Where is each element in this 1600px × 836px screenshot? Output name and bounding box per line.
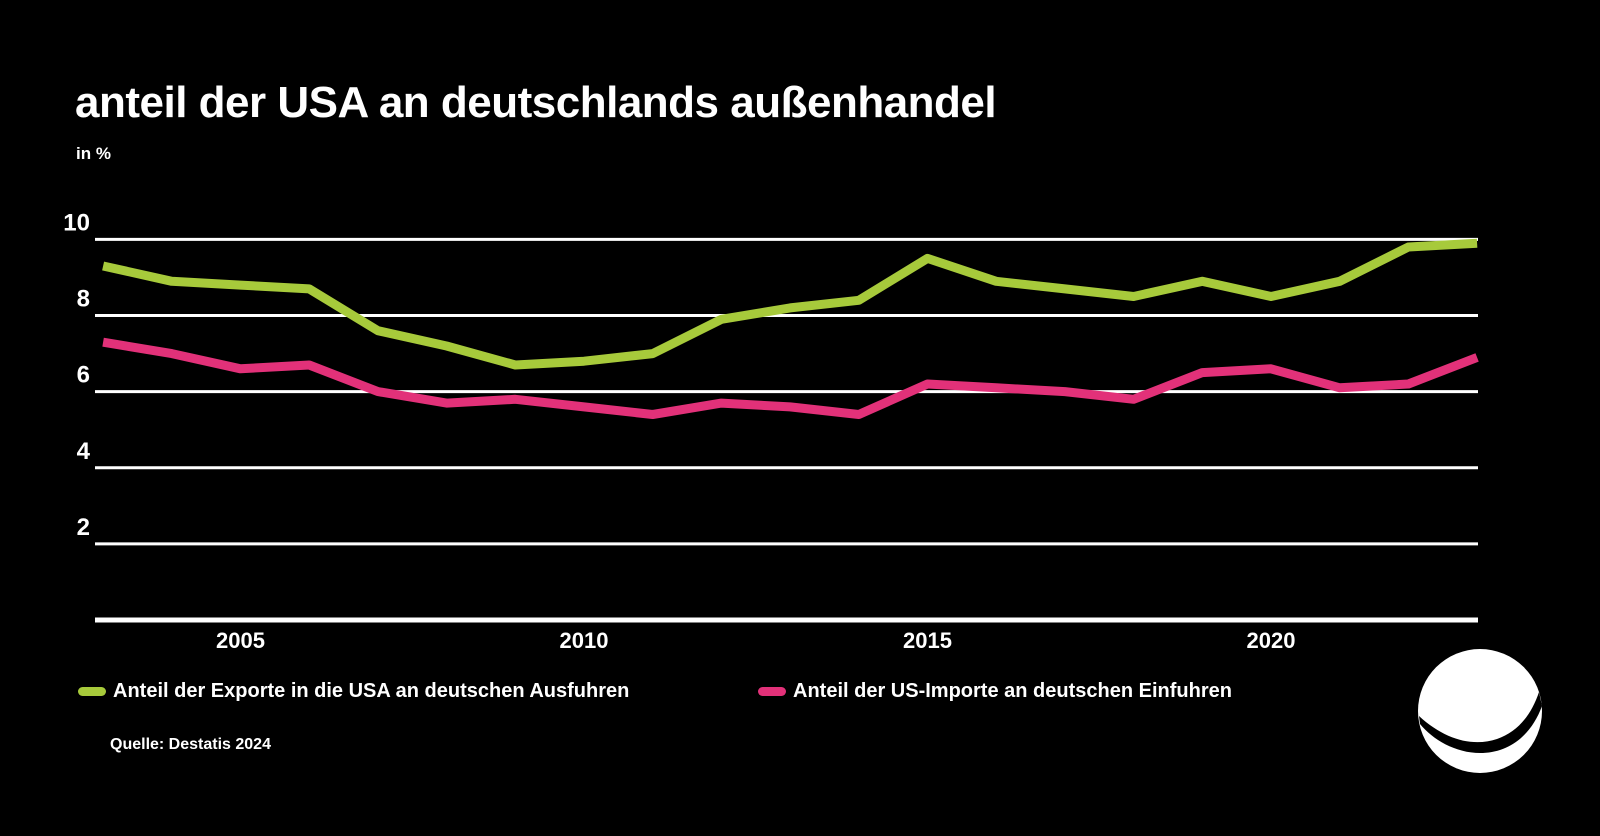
x-tick-label: 2015 bbox=[903, 628, 952, 653]
series-line-exports bbox=[102, 238, 1478, 370]
exports-swatch-icon bbox=[78, 686, 106, 696]
x-tick-label: 2020 bbox=[1247, 628, 1296, 653]
unit-label: in % bbox=[76, 144, 111, 163]
source-note: Quelle: Destatis 2024 bbox=[110, 736, 271, 753]
sphere-swoosh-logo-icon bbox=[1418, 649, 1542, 773]
legend-item-exports: Anteil der Exporte in die USA an deutsch… bbox=[78, 679, 629, 703]
series-line-imports bbox=[102, 337, 1479, 419]
y-tick-label: 6 bbox=[77, 362, 90, 389]
page-title: anteil der USA an deutschlands außenhand… bbox=[75, 78, 997, 127]
imports-swatch-icon bbox=[758, 686, 786, 696]
y-tick-label: 10 bbox=[63, 209, 90, 236]
y-tick-label: 4 bbox=[77, 438, 91, 465]
y-tick-label: 8 bbox=[77, 286, 90, 313]
y-tick-label: 2 bbox=[77, 514, 90, 541]
legend-imports-label: Anteil der US-Importe an deutschen Einfu… bbox=[793, 679, 1232, 702]
legend-item-imports: Anteil der US-Importe an deutschen Einfu… bbox=[758, 679, 1232, 703]
x-tick-label: 2010 bbox=[560, 628, 609, 653]
legend-exports-label: Anteil der Exporte in die USA an deutsch… bbox=[113, 679, 630, 702]
x-tick-label: 2005 bbox=[216, 628, 265, 653]
